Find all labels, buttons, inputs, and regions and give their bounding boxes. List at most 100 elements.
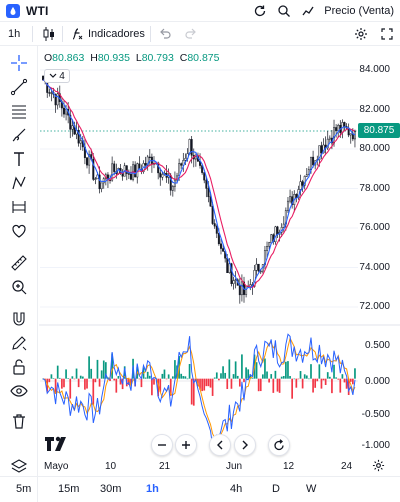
histogram-bar: [282, 376, 285, 379]
price-type-icon[interactable]: [300, 3, 316, 19]
axis-settings-icon[interactable]: [372, 459, 385, 477]
interval-w[interactable]: W: [306, 483, 317, 495]
time-axis-label: 21: [159, 461, 171, 472]
candle: [335, 127, 338, 131]
toolbar-divider: [32, 26, 33, 42]
histogram-bar: [94, 378, 97, 383]
candle: [301, 181, 304, 186]
reset-chart-button[interactable]: [268, 434, 290, 456]
candle: [245, 285, 248, 295]
interval-5m[interactable]: 5m: [16, 483, 32, 495]
zoom-in-icon[interactable]: [9, 277, 29, 297]
candle: [305, 174, 308, 177]
candle: [79, 140, 82, 144]
close-value: 80.875: [187, 52, 220, 64]
pattern-icon[interactable]: [9, 173, 29, 193]
histogram-bar: [215, 372, 218, 379]
histogram-bar: [243, 378, 245, 383]
histogram-bar: [259, 378, 262, 392]
layers-icon[interactable]: [9, 456, 29, 476]
studies-collapse-button[interactable]: 4: [44, 69, 70, 83]
text-icon[interactable]: [9, 149, 29, 169]
prediction-icon[interactable]: [9, 197, 29, 217]
fullscreen-icon[interactable]: [380, 26, 394, 42]
candle: [98, 174, 101, 190]
candle: [318, 145, 321, 160]
histogram-bar: [61, 378, 63, 389]
interval-d[interactable]: D: [272, 483, 280, 495]
favorites-icon[interactable]: [9, 221, 29, 241]
candle: [190, 139, 193, 156]
histogram-bar: [293, 378, 296, 380]
candle: [207, 188, 210, 198]
histogram-bar: [63, 378, 65, 388]
histogram-bar: [280, 376, 283, 379]
interval-30m[interactable]: 30m: [100, 483, 122, 495]
candles-icon[interactable]: [42, 26, 56, 42]
eye-icon[interactable]: [9, 381, 29, 401]
candle: [176, 175, 179, 181]
oscillator-axis-label: -1.000: [361, 440, 390, 451]
candle: [159, 172, 162, 178]
interval-15m[interactable]: 15m: [58, 483, 80, 495]
histogram-bar: [207, 378, 210, 387]
indicators-button[interactable]: Indicadores: [88, 28, 145, 40]
candle: [188, 139, 191, 154]
histogram-bar: [354, 368, 356, 379]
fib-retracement-icon[interactable]: [9, 101, 29, 121]
refresh-icon[interactable]: [252, 3, 268, 19]
histogram-bar: [174, 360, 176, 379]
histogram-bar: [75, 368, 78, 379]
oil-icon: [6, 4, 20, 18]
ruler-icon[interactable]: [9, 253, 29, 273]
interval-1h[interactable]: 1h: [146, 483, 159, 495]
histogram-bar: [213, 377, 216, 379]
candle: [312, 156, 315, 166]
scroll-right-button[interactable]: [234, 434, 256, 456]
candle: [194, 156, 197, 160]
zoom-in-button[interactable]: [175, 434, 197, 456]
histogram-bar: [92, 378, 95, 405]
price-type-selector[interactable]: Precio (Venta): [324, 5, 394, 17]
histogram-bar: [56, 365, 59, 379]
lock-icon[interactable]: [9, 357, 29, 377]
histogram-bar: [100, 370, 103, 379]
histogram-bar: [144, 377, 147, 379]
magnet-icon[interactable]: [9, 309, 29, 329]
histogram-bar: [274, 370, 277, 379]
histogram-bar: [232, 374, 235, 379]
price-axis-label: 72.000: [359, 301, 390, 312]
price-chart[interactable]: [0, 0, 400, 476]
histogram-bar: [102, 360, 105, 379]
candle: [328, 137, 331, 140]
histogram-bar: [322, 378, 325, 381]
histogram-bar: [247, 369, 250, 379]
histogram-bar: [339, 378, 342, 393]
brush-icon[interactable]: [9, 125, 29, 145]
histogram-bar: [287, 361, 289, 379]
zoom-out-button[interactable]: [151, 434, 173, 456]
candle: [333, 127, 336, 144]
histogram-bar: [255, 362, 258, 379]
high-label: H: [90, 52, 98, 64]
crosshair-icon[interactable]: [9, 53, 29, 73]
histogram-bar: [218, 378, 220, 381]
undo-icon[interactable]: [158, 26, 172, 42]
scroll-left-button[interactable]: [209, 434, 231, 456]
interval-selector[interactable]: 1h: [8, 28, 21, 40]
candle: [144, 163, 147, 166]
indicators-icon[interactable]: [70, 26, 84, 42]
stay-drawing-icon[interactable]: [9, 333, 29, 353]
trend-line-icon[interactable]: [9, 77, 29, 97]
search-icon[interactable]: [276, 3, 292, 19]
redo-icon[interactable]: [184, 26, 198, 42]
histogram-bar: [188, 364, 191, 379]
histogram-bar: [316, 378, 319, 382]
symbol-name[interactable]: WTI: [26, 4, 49, 18]
candle: [111, 163, 114, 181]
histogram-bar: [220, 373, 222, 379]
trash-icon[interactable]: [9, 411, 29, 431]
settings-icon[interactable]: [354, 26, 368, 42]
interval-4h[interactable]: 4h: [230, 483, 243, 495]
histogram-bar: [333, 364, 335, 379]
